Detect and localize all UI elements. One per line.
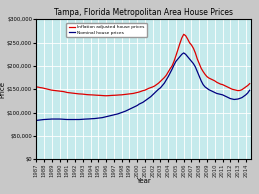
Inflation adjusted house prices bbox=[161, 78, 164, 81]
Nominal house prices bbox=[35, 119, 38, 122]
Nominal house prices bbox=[114, 113, 117, 116]
Inflation adjusted house prices bbox=[136, 91, 139, 94]
Y-axis label: Price: Price bbox=[0, 81, 6, 98]
Inflation adjusted house prices bbox=[105, 95, 108, 97]
Nominal house prices bbox=[134, 105, 137, 108]
Title: Tampa, Florida Metropolitan Area House Prices: Tampa, Florida Metropolitan Area House P… bbox=[54, 8, 233, 17]
Inflation adjusted house prices bbox=[116, 94, 119, 96]
Inflation adjusted house prices bbox=[182, 33, 185, 36]
Nominal house prices bbox=[83, 118, 86, 120]
Nominal house prices bbox=[159, 87, 162, 89]
Inflation adjusted house prices bbox=[244, 86, 247, 88]
Line: Nominal house prices: Nominal house prices bbox=[36, 53, 250, 120]
Nominal house prices bbox=[182, 52, 185, 54]
Legend: Inflation adjusted house prices, Nominal house prices: Inflation adjusted house prices, Nominal… bbox=[66, 23, 147, 37]
Inflation adjusted house prices bbox=[89, 94, 92, 96]
X-axis label: Year: Year bbox=[136, 178, 151, 184]
Nominal house prices bbox=[242, 95, 246, 97]
Inflation adjusted house prices bbox=[35, 86, 38, 88]
Inflation adjusted house prices bbox=[83, 93, 86, 95]
Nominal house prices bbox=[248, 89, 251, 91]
Inflation adjusted house prices bbox=[248, 82, 251, 85]
Line: Inflation adjusted house prices: Inflation adjusted house prices bbox=[36, 34, 250, 96]
Nominal house prices bbox=[89, 118, 92, 120]
